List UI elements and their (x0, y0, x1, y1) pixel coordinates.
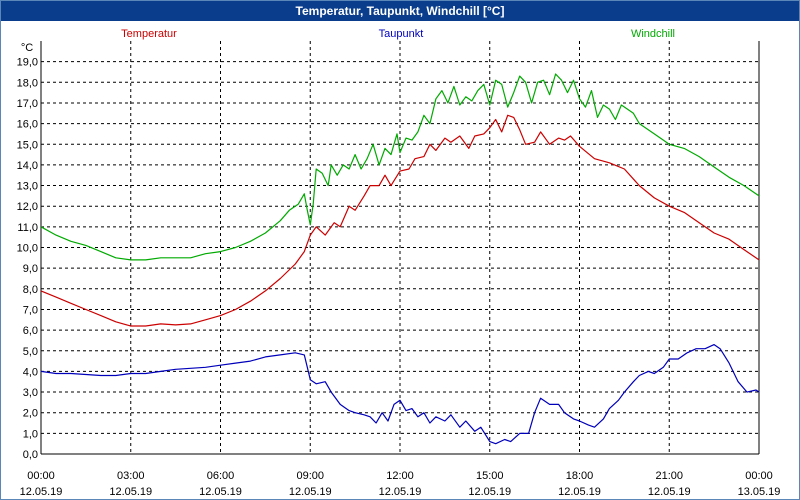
y-tick-label: 12,0 (17, 201, 38, 213)
x-tick-date: 12.05.19 (468, 486, 511, 498)
y-tick-label: 4,0 (23, 366, 38, 378)
x-tick-time: 12:00 (386, 470, 414, 482)
x-tick-date: 12.05.19 (648, 486, 691, 498)
y-tick-label: 3,0 (23, 387, 38, 399)
series-line-windchill (40, 73, 760, 261)
y-tick-label: 7,0 (23, 304, 38, 316)
y-tick-label: 5,0 (23, 346, 38, 358)
x-tick-date: 12.05.19 (558, 486, 601, 498)
y-tick-label: 11,0 (17, 222, 38, 234)
y-tick-label: 6,0 (23, 325, 38, 337)
y-tick-label: 18,0 (17, 77, 38, 89)
x-tick-date: 12.05.19 (199, 486, 242, 498)
y-axis-unit: °C (21, 42, 33, 54)
y-tick-label: 17,0 (17, 98, 38, 110)
x-tick-time: 03:00 (117, 470, 145, 482)
x-tick-time: 00:00 (27, 470, 55, 482)
x-tick-time: 15:00 (476, 470, 504, 482)
y-axis-labels: 0,0 1,0 2,0 3,0 4,0 5,0 6,0 7,0 8,0 9,0 10,0 11,0 12… (17, 57, 38, 461)
y-tick-label: 15,0 (17, 139, 38, 151)
x-tick-date: 12.05.19 (20, 486, 63, 498)
x-tick-date: 12.05.19 (289, 486, 332, 498)
x-tick-date: 12.05.19 (379, 486, 422, 498)
x-axis-labels: 00:00 12.05.19 03:00 12.05.19 06:00 12.05.19 0… (20, 470, 781, 498)
grid (41, 41, 759, 454)
x-tick-time: 09:00 (296, 470, 324, 482)
y-tick-label: 1,0 (23, 428, 38, 440)
series-line-taupunkt (40, 344, 760, 445)
y-tick-label: 0,0 (23, 449, 38, 461)
y-tick-label: 13,0 (17, 181, 38, 193)
y-tick-label: 9,0 (23, 263, 38, 275)
window-title: Temperatur, Taupunkt, Windchill [°C] (1, 1, 799, 21)
x-tick-date: 12.05.19 (109, 486, 152, 498)
x-tick-time: 06:00 (207, 470, 235, 482)
series-line-temperatur (40, 114, 760, 327)
y-tick-label: 10,0 (17, 243, 38, 255)
axes (40, 41, 760, 455)
x-tick-date: 13.05.19 (738, 486, 781, 498)
y-tick-label: 2,0 (23, 408, 38, 420)
y-tick-label: 14,0 (17, 160, 38, 172)
plot-area (40, 73, 760, 445)
legend: Temperatur Taupunkt Windchill (121, 28, 675, 40)
line-chart: 0,0 1,0 2,0 3,0 4,0 5,0 6,0 7,0 8,0 9,0 10,0 11,0 12… (17, 28, 781, 498)
x-tick-time: 21:00 (655, 470, 683, 482)
legend-item-taupunkt: Taupunkt (379, 28, 424, 40)
legend-item-windchill: Windchill (631, 28, 675, 40)
x-tick-time: 18:00 (566, 470, 594, 482)
legend-item-temperatur: Temperatur (121, 28, 177, 40)
y-tick-label: 16,0 (17, 119, 38, 131)
y-tick-label: 19,0 (17, 57, 38, 69)
y-tick-label: 8,0 (23, 284, 38, 296)
x-tick-time: 00:00 (745, 470, 773, 482)
